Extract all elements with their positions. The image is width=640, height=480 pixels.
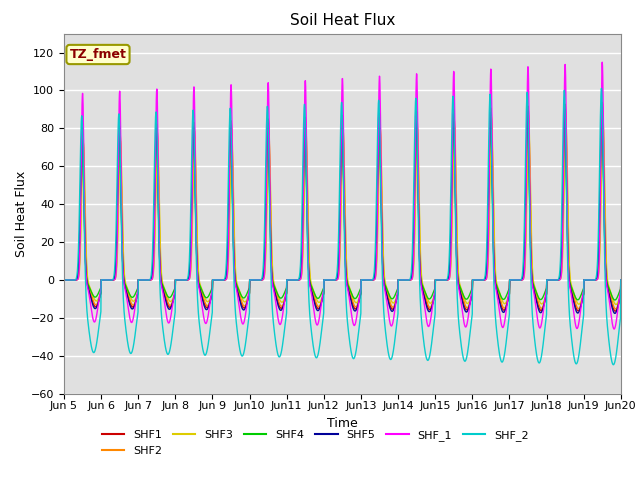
Legend: SHF1, SHF2, SHF3, SHF4, SHF5, SHF_1, SHF_2: SHF1, SHF2, SHF3, SHF4, SHF5, SHF_1, SHF…: [97, 426, 533, 460]
Text: TZ_fmet: TZ_fmet: [70, 48, 127, 61]
Title: Soil Heat Flux: Soil Heat Flux: [290, 13, 395, 28]
X-axis label: Time: Time: [327, 417, 358, 430]
Y-axis label: Soil Heat Flux: Soil Heat Flux: [15, 170, 28, 257]
